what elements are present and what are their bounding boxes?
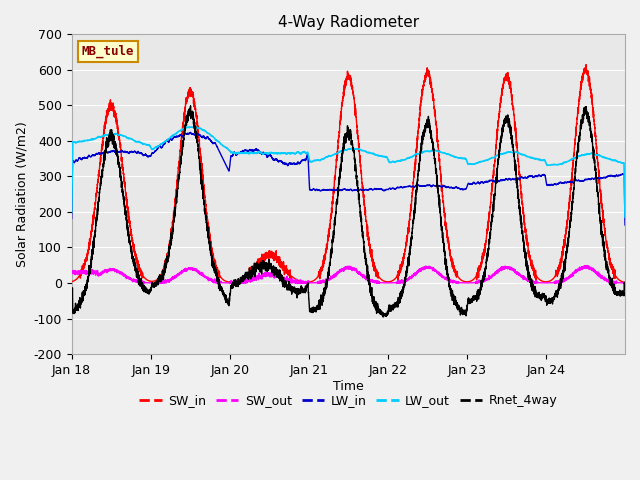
- Text: MB_tule: MB_tule: [82, 45, 134, 58]
- X-axis label: Time: Time: [333, 380, 364, 393]
- Title: 4-Way Radiometer: 4-Way Radiometer: [278, 15, 419, 30]
- Legend: SW_in, SW_out, LW_in, LW_out, Rnet_4way: SW_in, SW_out, LW_in, LW_out, Rnet_4way: [134, 389, 563, 412]
- Y-axis label: Solar Radiation (W/m2): Solar Radiation (W/m2): [15, 121, 28, 267]
